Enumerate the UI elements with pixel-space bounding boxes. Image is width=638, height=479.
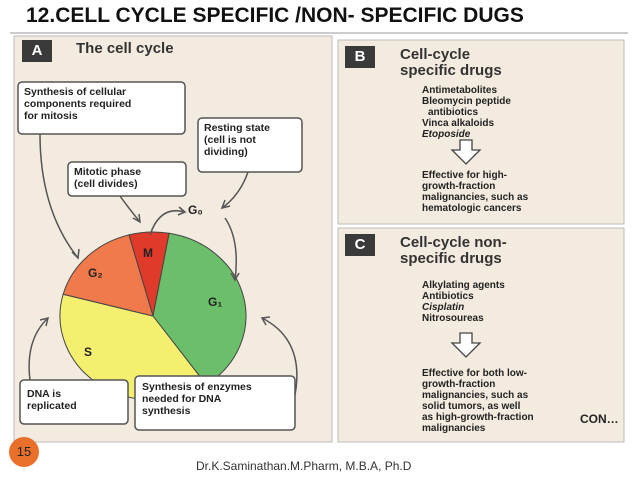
panel-label: A (31, 42, 43, 59)
drug-item: Vinca alkaloids (422, 118, 495, 129)
callout-text: Synthesis of cellular (24, 86, 127, 98)
footer: Dr.K.Saminathan.M.Pharm, M.B.A, Ph.D (196, 459, 412, 473)
panel-label: B (354, 48, 366, 65)
label-box (345, 46, 375, 68)
drug-item: Nitrosoureas (422, 313, 484, 324)
phase-label: G₂ (88, 266, 103, 280)
panel-title: Cell-cycle non- (400, 234, 507, 251)
effect-text: malignancies, such as (422, 390, 529, 401)
callout-text: Synthesis of enzymes (142, 381, 252, 393)
panel-title: The cell cycle (76, 40, 174, 57)
drug-item: Bleomycin peptide (422, 96, 511, 107)
callout-text: synthesis (142, 405, 191, 417)
callout-text: Mitotic phase (74, 166, 142, 178)
page-number: 15 (16, 444, 32, 459)
callout-text: replicated (27, 400, 77, 412)
effect-text: hematologic cancers (422, 203, 522, 214)
arrows (28, 133, 298, 396)
panel-title: specific drugs (400, 250, 502, 267)
phase-label: G₀ (188, 203, 203, 217)
page-badge (9, 437, 39, 467)
panel-title: specific drugs (400, 62, 502, 79)
effect-text: malignancies (422, 423, 486, 434)
effect-text: growth-fraction (422, 379, 496, 390)
callout-text: for mitosis (24, 110, 78, 122)
callout-text: Resting state (204, 122, 270, 134)
callout-boxes (17, 81, 303, 431)
phase-label: M (143, 246, 153, 260)
continued: CON… (580, 412, 619, 426)
label-box (22, 40, 52, 62)
panel-label: C (354, 236, 366, 253)
phase-label: S (84, 345, 93, 359)
label-box (345, 234, 375, 256)
effect-text: Effective for both low- (422, 368, 527, 379)
callout-text: (cell is not (204, 134, 256, 146)
effect-text: as high-growth-fraction (422, 412, 534, 423)
down-arrows (450, 139, 482, 358)
drug-item: antibiotics (428, 107, 479, 118)
panel-title: Cell-cycle (400, 46, 471, 63)
phase-label: G₁ (208, 295, 223, 309)
panel-b-bg (337, 39, 625, 225)
effect-text: growth-fraction (422, 181, 496, 192)
drug-item: Alkylating agents (422, 280, 505, 291)
drug-item: Etoposide (422, 129, 471, 140)
drug-item: Cisplatin (422, 302, 465, 313)
effect-text: malignancies, such as (422, 192, 529, 203)
cell-cycle-pie (59, 231, 247, 401)
panel-c-bg (337, 227, 625, 443)
slide-title: 12.CELL CYCLE SPECIFIC /NON- SPECIFIC DU… (26, 4, 524, 27)
drug-item: Antimetabolites (422, 85, 498, 96)
callout-text: dividing) (204, 146, 248, 158)
callout-text: needed for DNA (142, 393, 222, 405)
effect-text: solid tumors, as well (422, 401, 521, 412)
drug-item: Antibiotics (422, 291, 474, 302)
callout-text: DNA is (27, 388, 62, 400)
effect-text: Effective for high- (422, 170, 508, 181)
callout-text: (cell divides) (74, 178, 138, 190)
callout-text: components required (24, 98, 132, 110)
